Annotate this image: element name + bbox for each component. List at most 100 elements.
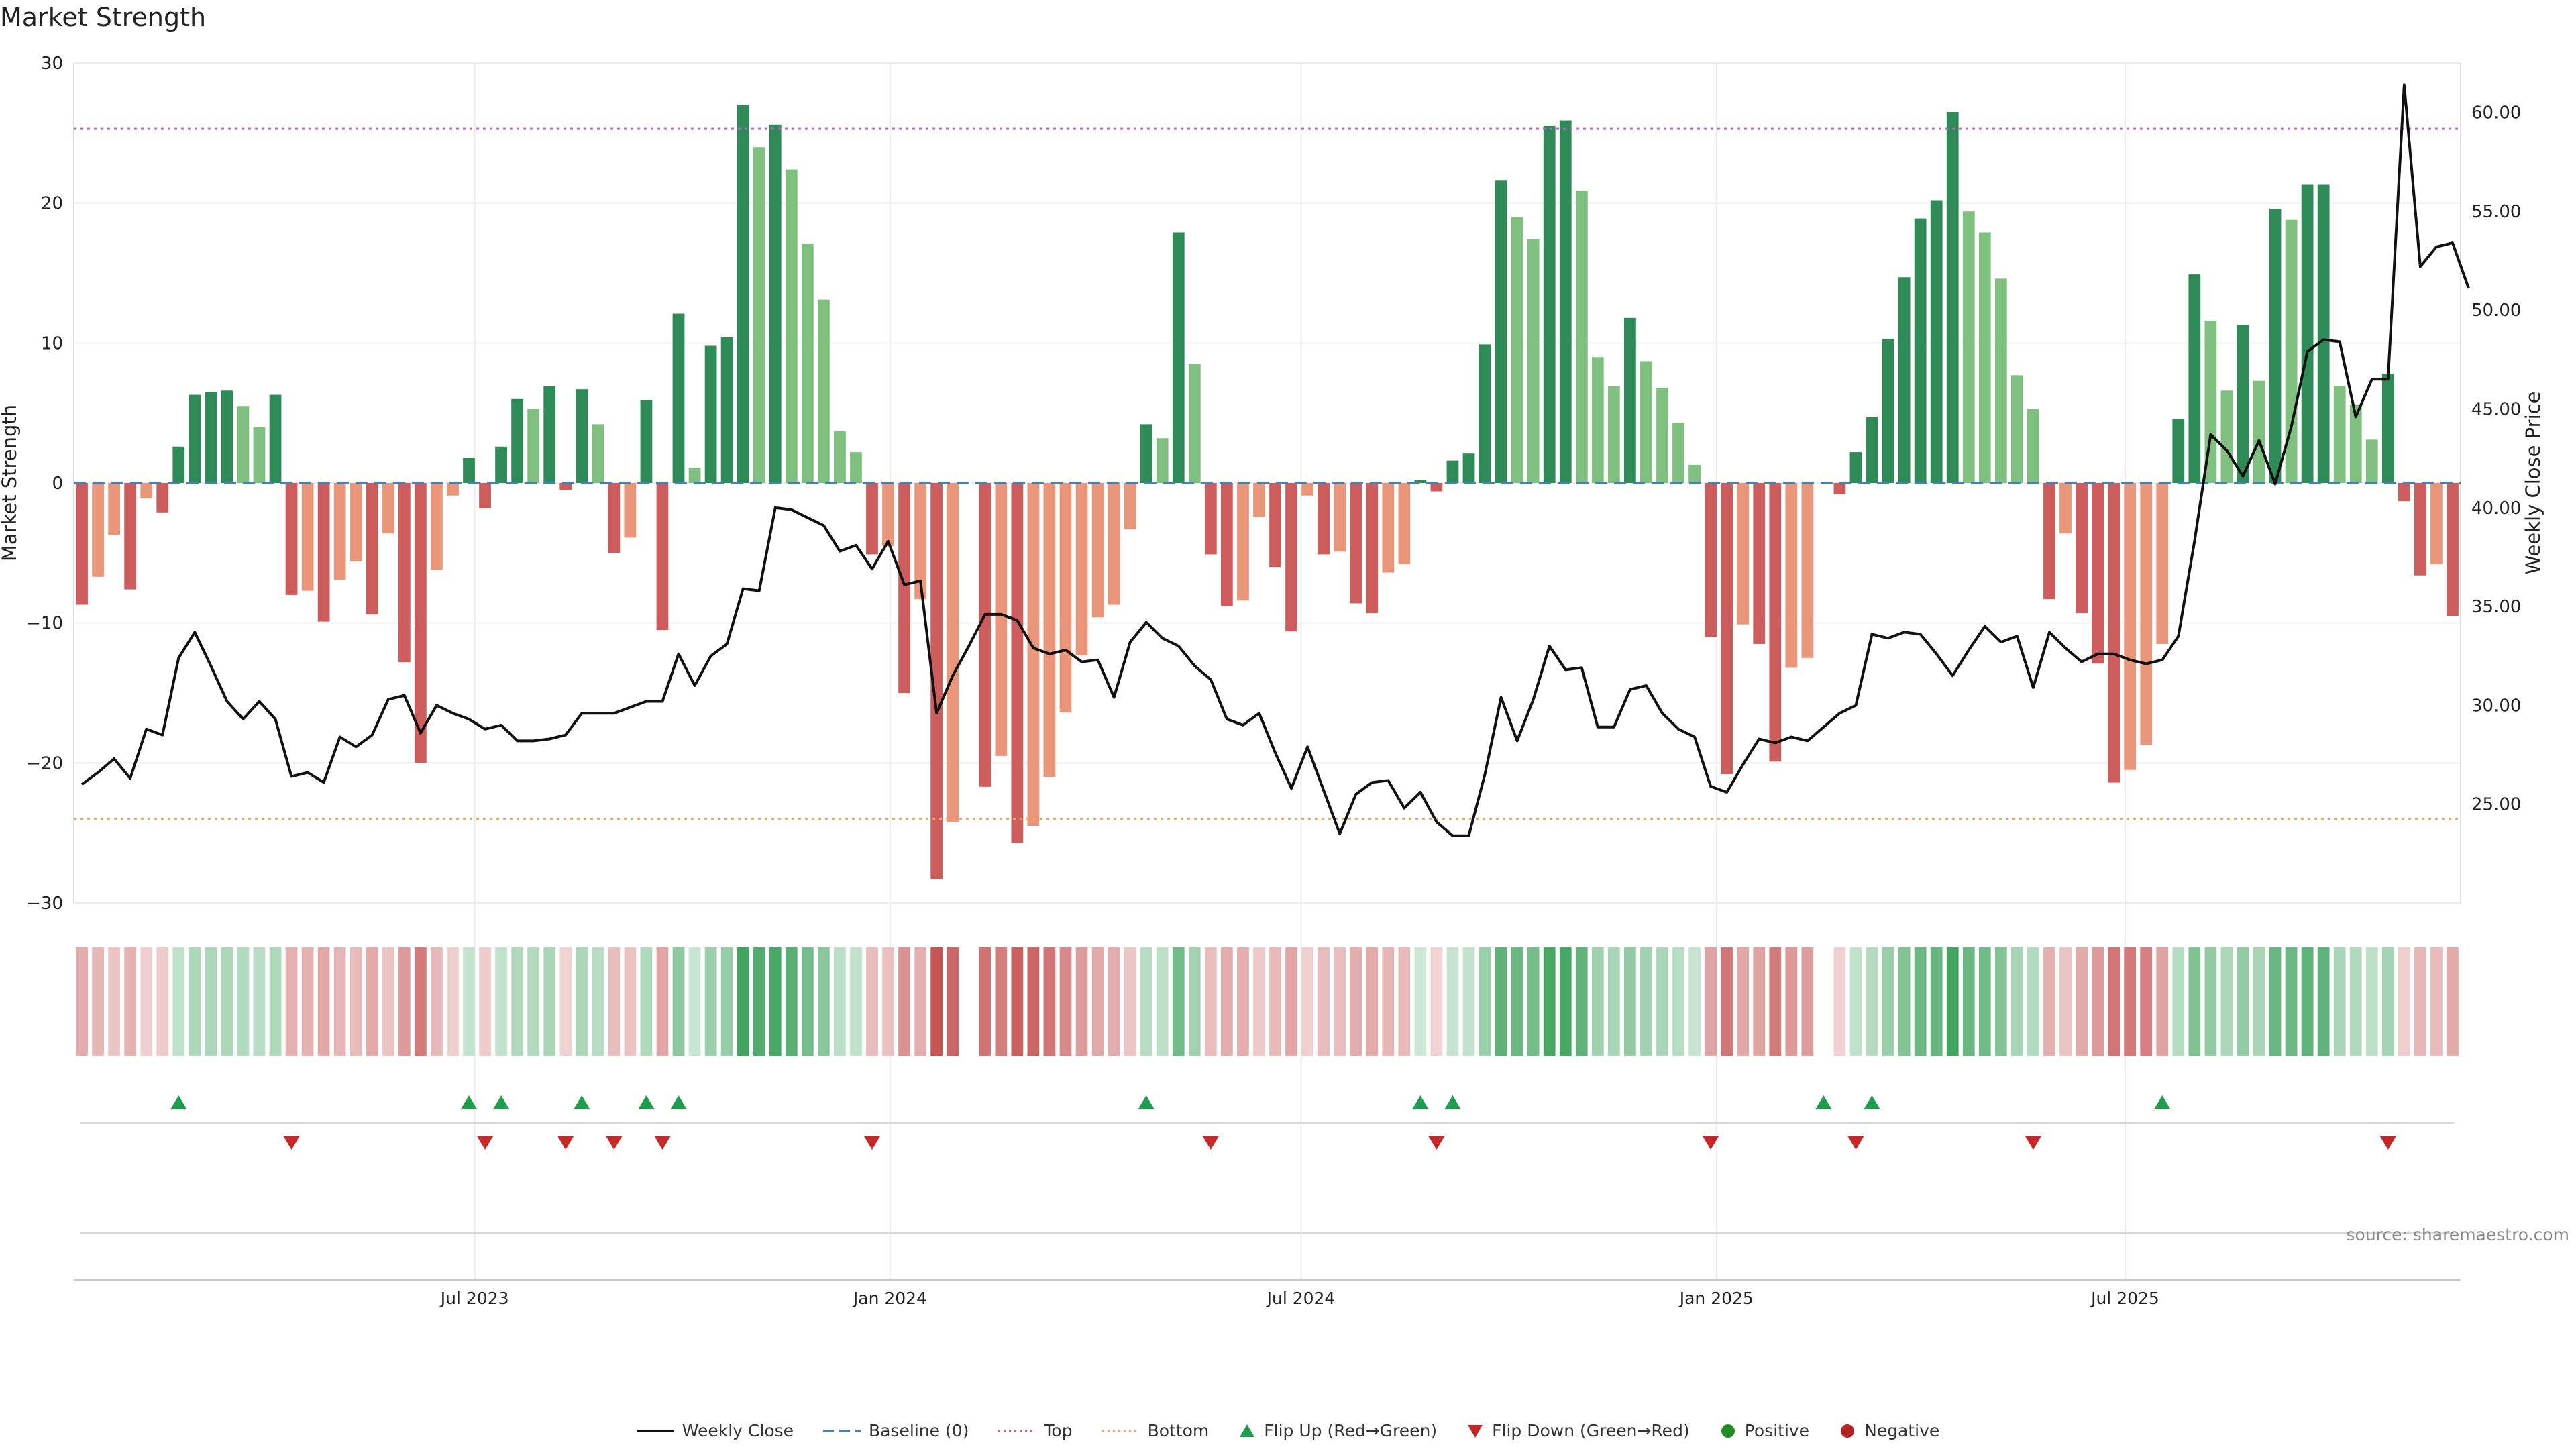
heat-cell-133 xyxy=(2220,947,2233,1056)
legend-item-flip-down: Flip Down (Green→Red) xyxy=(1466,1421,1690,1440)
heat-cell-59 xyxy=(1027,947,1040,1056)
strength-bar-2 xyxy=(108,483,120,535)
strength-bar-91 xyxy=(1543,125,1556,483)
strength-bar-50 xyxy=(882,483,894,546)
heat-cell-30 xyxy=(559,947,572,1056)
legend-label: Positive xyxy=(1744,1421,1810,1440)
heat-cell-110 xyxy=(1849,947,1862,1056)
heat-cell-79 xyxy=(1350,947,1362,1056)
strength-bar-68 xyxy=(1172,232,1185,483)
strength-bar-114 xyxy=(1914,218,1927,483)
heat-cell-104 xyxy=(1753,947,1766,1056)
strength-bar-79 xyxy=(1350,483,1362,604)
heat-cell-62 xyxy=(1075,947,1088,1056)
heat-cell-113 xyxy=(1898,947,1911,1056)
strength-bar-80 xyxy=(1366,483,1379,614)
strength-bar-22 xyxy=(431,483,443,570)
strength-bar-71 xyxy=(1221,483,1233,606)
y-tick-label-2: 10 xyxy=(41,333,63,354)
y-right-axis-label: Weekly Close Price xyxy=(2522,392,2544,575)
strength-bar-67 xyxy=(1156,438,1169,483)
heat-cell-49 xyxy=(866,947,878,1056)
strength-bar-14 xyxy=(301,483,314,591)
heat-cell-36 xyxy=(656,947,669,1056)
strength-bar-4 xyxy=(140,483,153,498)
heat-cell-122 xyxy=(2043,947,2055,1056)
heat-cell-95 xyxy=(1607,947,1620,1056)
strength-bar-110 xyxy=(1849,452,1862,483)
heat-cell-115 xyxy=(1930,947,1943,1056)
heat-cell-10 xyxy=(237,947,250,1056)
flip-down-marker-9 xyxy=(1847,1136,1864,1150)
heat-cell-44 xyxy=(785,947,798,1056)
y-tick-label-4: −10 xyxy=(26,614,63,634)
heat-cell-107 xyxy=(1801,947,1814,1056)
strength-bar-23 xyxy=(447,483,459,496)
strength-bar-98 xyxy=(1656,388,1668,483)
strength-bar-118 xyxy=(1978,232,1991,483)
heat-cell-42 xyxy=(753,947,765,1056)
strength-bar-82 xyxy=(1398,483,1411,565)
y-tick-label-6: −30 xyxy=(26,894,63,914)
strength-bar-88 xyxy=(1495,180,1507,483)
strength-bar-75 xyxy=(1285,483,1297,632)
strength-bar-123 xyxy=(2059,483,2072,534)
heat-cell-56 xyxy=(979,947,991,1056)
negative-icon xyxy=(1841,1424,1855,1438)
heat-cell-5 xyxy=(156,947,169,1056)
heat-cell-69 xyxy=(1188,947,1201,1056)
heat-cell-37 xyxy=(672,947,685,1056)
flip-up-marker-1 xyxy=(460,1095,477,1109)
strength-bar-20 xyxy=(398,483,411,663)
heat-cell-143 xyxy=(2381,947,2394,1056)
strength-bar-76 xyxy=(1301,483,1313,496)
strength-bar-49 xyxy=(866,483,878,555)
strength-bar-59 xyxy=(1027,483,1040,826)
flip-down-marker-8 xyxy=(1703,1136,1719,1150)
heat-cell-70 xyxy=(1204,947,1217,1056)
strength-bar-30 xyxy=(559,483,572,490)
heat-cell-145 xyxy=(2414,947,2426,1056)
legend-item-positive: Positive xyxy=(1719,1421,1809,1440)
heat-cell-120 xyxy=(2010,947,2023,1056)
strength-bar-143 xyxy=(2381,374,2394,483)
strength-bar-83 xyxy=(1414,480,1427,483)
strength-bar-0 xyxy=(76,483,88,605)
strength-bar-53 xyxy=(930,483,943,879)
legend-label: Top xyxy=(1044,1421,1073,1440)
strength-bar-90 xyxy=(1527,239,1540,483)
flip-down-marker-3 xyxy=(606,1136,623,1150)
strength-bar-132 xyxy=(2204,320,2217,483)
y-right-tick-label-6: 55.00 xyxy=(2471,202,2521,222)
heat-cell-119 xyxy=(1994,947,2007,1056)
legend-label: Baseline (0) xyxy=(869,1421,969,1440)
heat-cell-51 xyxy=(898,947,910,1056)
y-right-tick-label-4: 45.00 xyxy=(2471,400,2521,420)
heat-cell-41 xyxy=(737,947,749,1056)
strength-bar-119 xyxy=(1994,278,2007,483)
heat-cell-84 xyxy=(1430,947,1443,1056)
strength-bar-84 xyxy=(1430,483,1443,492)
strength-bar-111 xyxy=(1866,417,1878,483)
strength-bar-8 xyxy=(205,392,217,483)
strength-bar-42 xyxy=(753,147,765,483)
strength-bar-93 xyxy=(1575,190,1588,483)
strength-bar-112 xyxy=(1882,339,1894,483)
strength-bar-120 xyxy=(2010,375,2023,483)
strength-bar-99 xyxy=(1672,423,1684,483)
flip-down-marker-1 xyxy=(477,1136,494,1150)
heat-cell-48 xyxy=(850,947,862,1056)
heat-cell-50 xyxy=(882,947,894,1056)
heat-cell-142 xyxy=(2365,947,2378,1056)
strength-bar-33 xyxy=(608,483,621,553)
strength-bar-72 xyxy=(1237,483,1249,601)
strength-bar-3 xyxy=(124,483,137,590)
heat-cell-128 xyxy=(2140,947,2153,1056)
heat-cell-67 xyxy=(1156,947,1169,1056)
strength-bar-69 xyxy=(1188,364,1201,483)
flip-up-icon xyxy=(1240,1424,1255,1437)
heat-cell-38 xyxy=(688,947,701,1056)
strength-bar-78 xyxy=(1334,483,1346,552)
strength-bar-28 xyxy=(527,409,540,483)
strength-bar-117 xyxy=(1962,211,1975,483)
